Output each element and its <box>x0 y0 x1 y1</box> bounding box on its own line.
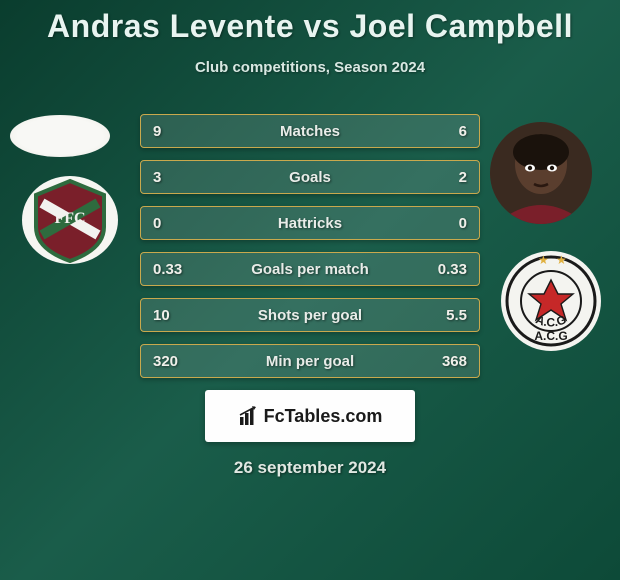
stat-left-value: 10 <box>153 307 170 324</box>
stat-row: 10Shots per goal5.5 <box>0 298 620 332</box>
stat-right-value: 368 <box>442 353 467 370</box>
stats-table: 9Matches6 3Goals2 0Hattricks0 0.33Goals per… <box>0 114 620 378</box>
stat-row: 0.33Goals per match0.33 <box>0 252 620 286</box>
stat-right-value: 6 <box>459 123 467 140</box>
stat-row: 0Hattricks0 <box>0 206 620 240</box>
stat-label: Shots per goal <box>141 307 479 324</box>
stat-left-value: 320 <box>153 353 178 370</box>
stat-label: Goals per match <box>141 261 479 278</box>
stat-left-value: 3 <box>153 169 161 186</box>
stat-bar: 0.33Goals per match0.33 <box>140 252 480 286</box>
stat-bar: 0Hattricks0 <box>140 206 480 240</box>
page-title: Andras Levente vs Joel Campbell <box>0 8 620 45</box>
stat-right-value: 0 <box>459 215 467 232</box>
subtitle: Club competitions, Season 2024 <box>0 59 620 76</box>
fctables-label: FcTables.com <box>264 406 383 427</box>
stat-left-value: 9 <box>153 123 161 140</box>
stat-row: 9Matches6 <box>0 114 620 148</box>
stat-left-value: 0.33 <box>153 261 182 278</box>
stat-right-value: 2 <box>459 169 467 186</box>
fctables-icon <box>238 405 260 427</box>
stat-label: Goals <box>141 169 479 186</box>
stat-label: Hattricks <box>141 215 479 232</box>
stat-row: 320Min per goal368 <box>0 344 620 378</box>
stat-right-value: 5.5 <box>446 307 467 324</box>
stat-left-value: 0 <box>153 215 161 232</box>
stat-bar: 10Shots per goal5.5 <box>140 298 480 332</box>
stat-right-value: 0.33 <box>438 261 467 278</box>
stat-label: Matches <box>141 123 479 140</box>
stat-bar: 320Min per goal368 <box>140 344 480 378</box>
stat-row: 3Goals2 <box>0 160 620 194</box>
date-text: 26 september 2024 <box>0 458 620 478</box>
stat-label: Min per goal <box>141 353 479 370</box>
fctables-badge[interactable]: FcTables.com <box>205 390 415 442</box>
stat-bar: 3Goals2 <box>140 160 480 194</box>
stat-bar: 9Matches6 <box>140 114 480 148</box>
